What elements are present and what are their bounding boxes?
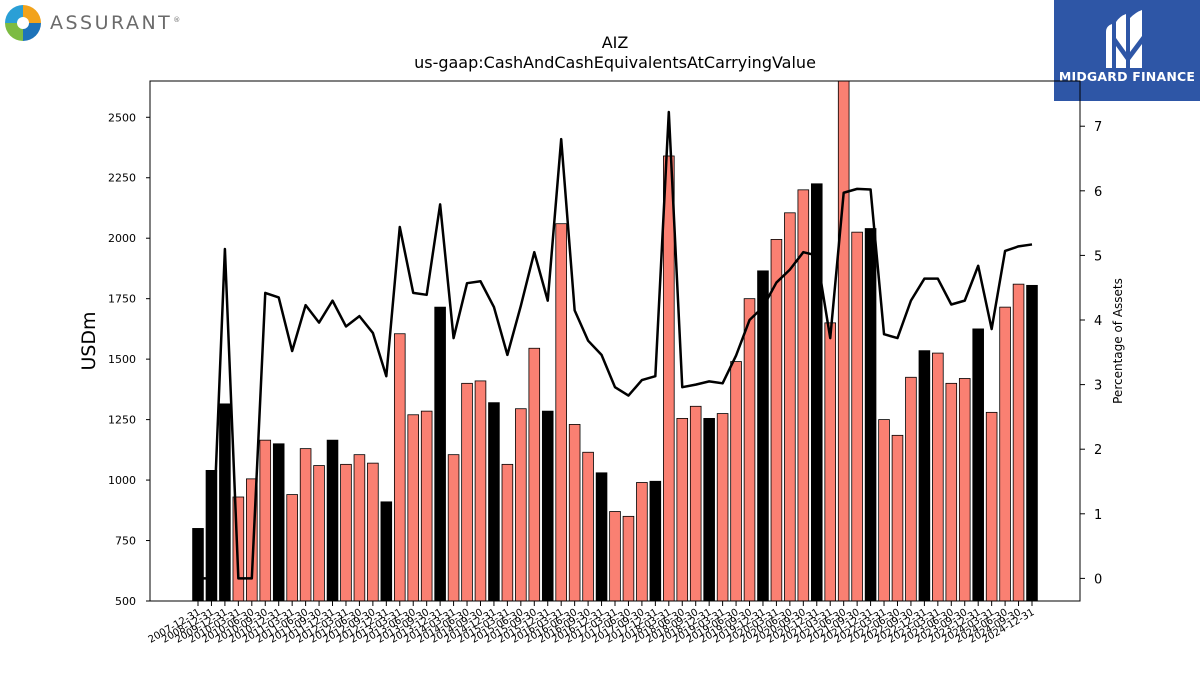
bar — [770, 239, 783, 602]
bar — [488, 402, 500, 602]
bar-series — [192, 80, 1038, 602]
bar — [958, 378, 971, 602]
bar — [219, 403, 231, 602]
bar — [878, 419, 890, 602]
bar — [905, 376, 917, 602]
bar — [622, 515, 635, 602]
bar — [636, 482, 648, 602]
bar — [568, 424, 581, 602]
bar — [272, 443, 285, 602]
y-tick-label: 2250 — [108, 172, 136, 185]
y2-tick-label: 7 — [1094, 120, 1102, 135]
bar — [353, 454, 366, 602]
chart-subtitle: us-gaap:CashAndCashEquivalentsAtCarrying… — [414, 53, 816, 72]
bar — [891, 434, 904, 602]
bar — [474, 380, 487, 602]
bar — [864, 228, 877, 602]
bar — [663, 155, 675, 602]
bar — [286, 494, 298, 602]
bar — [393, 333, 406, 602]
bar — [434, 306, 446, 602]
y-tick-label: 2000 — [108, 232, 136, 245]
bar — [313, 465, 325, 602]
bar — [716, 413, 729, 602]
assurant-pinwheel-icon — [5, 5, 41, 41]
bar — [299, 448, 312, 602]
bar — [259, 439, 272, 602]
midgard-finance-logo: MIDGARD FINANCE — [1054, 0, 1200, 101]
bar — [757, 270, 769, 602]
bar — [326, 439, 339, 602]
assurant-wordmark: ASSURANT® — [50, 12, 181, 34]
bar — [743, 298, 756, 602]
bar — [1026, 284, 1038, 602]
bar — [824, 322, 837, 602]
bar — [367, 462, 379, 602]
y-tick-label: 1250 — [108, 414, 136, 427]
assurant-logo: ASSURANT® — [4, 4, 180, 42]
bar — [851, 231, 863, 602]
bar — [972, 328, 984, 602]
y-axis-label: USDm — [78, 311, 100, 370]
y2-tick-label: 3 — [1094, 379, 1102, 394]
y-tick-label: 1000 — [108, 474, 136, 487]
bar — [918, 350, 931, 602]
bar — [555, 223, 567, 602]
bar — [945, 382, 958, 602]
bar — [649, 480, 662, 602]
y2-axis-label: Percentage of Assets — [1111, 278, 1125, 404]
bar — [541, 410, 554, 602]
y2-tick-label: 2 — [1094, 443, 1102, 458]
bar — [932, 352, 944, 602]
y-tick-label: 500 — [115, 595, 136, 608]
bar — [340, 463, 352, 602]
bar — [461, 382, 473, 602]
bar — [837, 80, 850, 602]
bar — [730, 361, 742, 602]
y2-tick-label: 0 — [1094, 572, 1102, 587]
bar — [676, 417, 689, 602]
bar — [582, 451, 594, 602]
bar — [985, 411, 998, 602]
bar — [703, 417, 715, 602]
midgard-m-icon — [1106, 10, 1142, 68]
y-tick-label: 750 — [115, 535, 136, 548]
bar — [689, 405, 702, 602]
bar — [1012, 283, 1025, 602]
bar — [420, 410, 433, 602]
bar — [407, 414, 420, 602]
bar — [501, 463, 514, 602]
bar — [999, 306, 1011, 602]
bar — [528, 347, 541, 602]
x-axis: 2007-12-312008-12-312009-12-312010-03-31… — [147, 601, 1037, 646]
bar — [810, 183, 823, 602]
bar — [192, 528, 204, 602]
y2-tick-label: 4 — [1094, 314, 1102, 329]
y2-tick-label: 6 — [1094, 185, 1102, 200]
chart-title: AIZ — [602, 33, 629, 52]
y-tick-label: 1750 — [108, 293, 136, 306]
bar — [595, 472, 608, 602]
y2-tick-label: 1 — [1094, 508, 1102, 523]
y2-tick-label: 5 — [1094, 249, 1102, 264]
bar — [515, 408, 527, 602]
bar — [609, 511, 621, 602]
bar — [447, 454, 460, 602]
bar — [380, 501, 393, 602]
midgard-finance-wordmark: MIDGARD FINANCE — [1058, 69, 1196, 84]
y-tick-label: 2500 — [108, 111, 136, 124]
y-axis-left: 500 750 1000 1250 1500 1750 2000 2250 2500 — [108, 111, 150, 608]
percentage-line — [198, 110, 1033, 580]
line-series — [198, 110, 1033, 580]
y-axis-right: 0 1 2 3 4 5 6 7 — [1080, 120, 1102, 587]
y-tick-label: 1500 — [108, 353, 136, 366]
